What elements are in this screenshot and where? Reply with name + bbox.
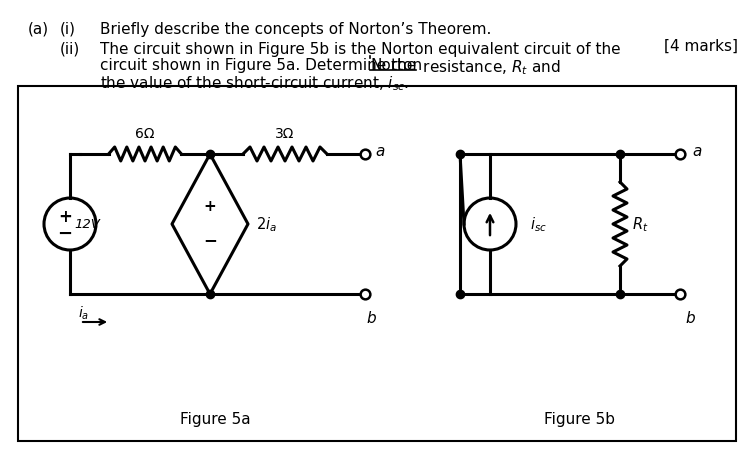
Text: [4 marks]: [4 marks]	[664, 39, 738, 54]
Text: resistance, $R_t$ and: resistance, $R_t$ and	[418, 58, 560, 77]
Text: $R_t$: $R_t$	[632, 215, 649, 234]
Text: 12V: 12V	[74, 218, 100, 231]
Text: +: +	[203, 199, 216, 214]
Text: 3Ω: 3Ω	[275, 127, 295, 141]
Text: $i_a$: $i_a$	[78, 304, 89, 321]
Text: The circuit shown in Figure 5b is the Norton equivalent circuit of the: The circuit shown in Figure 5b is the No…	[100, 42, 621, 57]
Text: (i): (i)	[60, 22, 76, 37]
Text: a: a	[375, 144, 384, 159]
Text: (ii): (ii)	[60, 42, 80, 57]
Text: Figure 5a: Figure 5a	[180, 411, 250, 426]
Text: a: a	[692, 144, 702, 159]
Text: the value of the short-circuit current, $i_{sc}$.: the value of the short-circuit current, …	[100, 74, 409, 93]
Text: b: b	[366, 310, 376, 325]
Text: 6Ω: 6Ω	[135, 127, 155, 141]
Text: $i_{sc}$: $i_{sc}$	[530, 215, 547, 234]
Bar	[18, 87, 736, 441]
Text: Norton: Norton	[370, 58, 422, 73]
Text: b: b	[685, 310, 695, 325]
Text: +: +	[58, 207, 72, 225]
Text: Figure 5b: Figure 5b	[544, 411, 615, 426]
Text: Briefly describe the concepts of Norton’s Theorem.: Briefly describe the concepts of Norton’…	[100, 22, 491, 37]
Text: −: −	[57, 224, 73, 242]
Text: circuit shown in Figure 5a. Determine the: circuit shown in Figure 5a. Determine th…	[100, 58, 421, 73]
Text: −: −	[203, 230, 217, 248]
Text: (a): (a)	[28, 22, 49, 37]
Text: $2i_a$: $2i_a$	[256, 215, 277, 234]
